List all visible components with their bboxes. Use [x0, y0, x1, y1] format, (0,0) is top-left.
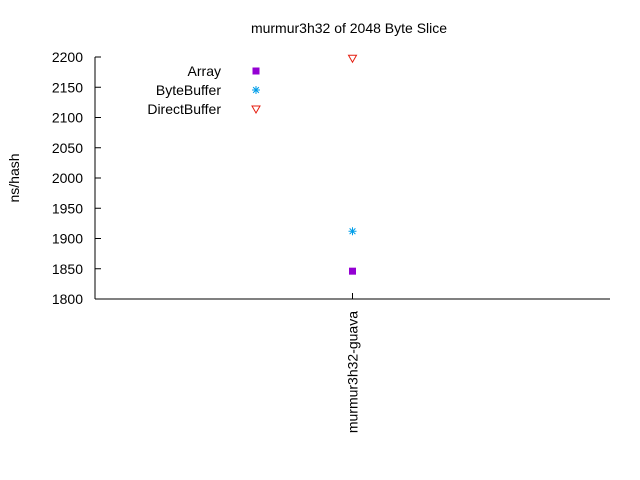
chart-title: murmur3h32 of 2048 Byte Slice [251, 20, 447, 36]
data-points [347, 54, 358, 275]
y-tick-label: 2100 [52, 110, 83, 126]
y-tick-label: 2200 [52, 49, 83, 65]
y-tick-label: 1850 [52, 261, 83, 277]
data-point-array [349, 267, 356, 275]
x-tick-label: murmur3h32-guava [345, 311, 361, 433]
data-point-bytebuffer [348, 227, 357, 236]
data-point-directbuffer [347, 54, 358, 64]
y-axis-ticks: 1800 1850 1900 1950 2000 2050 2100 2150 2200 [52, 49, 101, 307]
legend-label: DirectBuffer [147, 101, 221, 117]
legend-label: ByteBuffer [156, 82, 221, 98]
y-tick-label: 2150 [52, 79, 83, 95]
y-tick-label: 2000 [52, 170, 83, 186]
y-tick-label: 1800 [52, 291, 83, 307]
y-axis-label: ns/hash [6, 153, 22, 202]
legend-marker-directbuffer [251, 105, 261, 115]
legend-marker-array [252, 67, 260, 75]
x-axis-ticks: murmur3h32-guava [345, 293, 361, 433]
y-tick-label: 1950 [52, 200, 83, 216]
y-tick-label: 2050 [52, 140, 83, 156]
legend-marker-bytebuffer [252, 86, 260, 94]
legend: Array ByteBuffer DirectBuffer [147, 63, 261, 117]
legend-label: Array [188, 63, 221, 79]
y-tick-label: 1900 [52, 231, 83, 247]
